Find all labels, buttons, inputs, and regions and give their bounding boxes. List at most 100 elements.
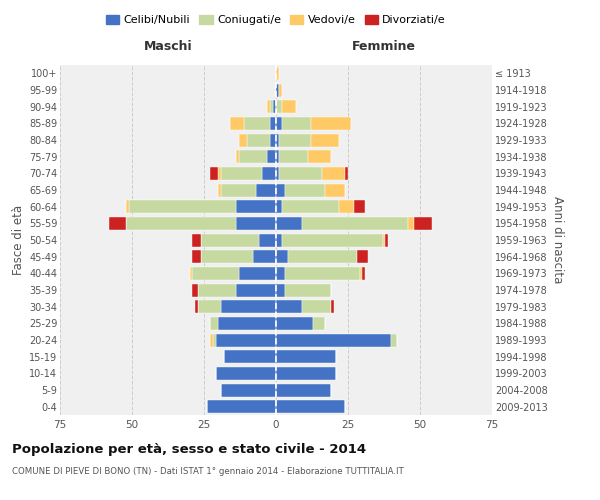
Bar [325,184,345,196]
Bar [356,250,368,263]
Bar [302,300,331,313]
Bar [279,150,308,163]
Bar [362,267,365,280]
Bar [345,167,348,180]
Bar [210,167,218,180]
Bar [270,100,273,113]
Bar [218,167,221,180]
Bar [282,100,296,113]
Bar [276,234,282,246]
Bar [276,300,302,313]
Bar [276,400,345,413]
Bar [126,200,129,213]
Bar [236,217,276,230]
Bar [201,250,253,263]
Bar [276,334,391,346]
Bar [359,267,362,280]
Bar [129,200,236,213]
Bar [210,334,212,346]
Bar [282,234,383,246]
Bar [313,317,325,330]
Bar [207,400,276,413]
Bar [273,100,276,113]
Bar [218,317,276,330]
Bar [414,217,431,230]
Bar [259,234,276,246]
Text: Femmine: Femmine [352,40,416,54]
Bar [276,267,284,280]
Bar [308,150,331,163]
Bar [196,300,198,313]
Bar [256,184,276,196]
Bar [279,134,311,146]
Bar [236,200,276,213]
Bar [276,217,302,230]
Bar [218,184,221,196]
Bar [276,100,282,113]
Text: COMUNE DI PIEVE DI BONO (TN) - Dati ISTAT 1° gennaio 2014 - Elaborazione TUTTITA: COMUNE DI PIEVE DI BONO (TN) - Dati ISTA… [12,468,404,476]
Bar [302,217,409,230]
Bar [198,284,236,296]
Bar [215,367,276,380]
Bar [109,217,126,230]
Legend: Celibi/Nubili, Coniugati/e, Vedovi/e, Divorziati/e: Celibi/Nubili, Coniugati/e, Vedovi/e, Di… [101,10,451,30]
Bar [331,300,334,313]
Bar [239,150,268,163]
Bar [268,100,270,113]
Bar [224,350,276,363]
Bar [193,267,239,280]
Bar [270,134,276,146]
Bar [276,150,279,163]
Bar [230,117,244,130]
Bar [236,284,276,296]
Bar [391,334,397,346]
Bar [201,234,259,246]
Bar [383,234,385,246]
Bar [193,250,201,263]
Bar [385,234,388,246]
Bar [276,167,279,180]
Bar [247,134,270,146]
Y-axis label: Fasce di età: Fasce di età [11,205,25,275]
Bar [276,117,282,130]
Bar [276,200,282,213]
Bar [276,250,287,263]
Bar [236,150,239,163]
Bar [276,84,279,96]
Bar [409,217,414,230]
Bar [279,167,322,180]
Bar [253,250,276,263]
Text: Maschi: Maschi [143,40,193,54]
Bar [276,350,337,363]
Bar [198,300,221,313]
Bar [311,134,340,146]
Bar [279,84,282,96]
Bar [215,334,276,346]
Bar [244,117,270,130]
Bar [276,184,284,196]
Bar [276,134,279,146]
Bar [276,367,337,380]
Bar [354,200,365,213]
Bar [284,284,331,296]
Bar [221,300,276,313]
Bar [126,217,236,230]
Bar [282,200,340,213]
Bar [221,167,262,180]
Bar [193,234,201,246]
Bar [270,117,276,130]
Bar [212,334,215,346]
Bar [322,167,345,180]
Bar [221,384,276,396]
Bar [276,67,279,80]
Bar [340,200,354,213]
Bar [262,167,276,180]
Bar [284,267,359,280]
Bar [282,117,311,130]
Bar [210,317,218,330]
Bar [276,384,331,396]
Y-axis label: Anni di nascita: Anni di nascita [551,196,564,284]
Bar [268,150,276,163]
Bar [276,284,284,296]
Text: Popolazione per età, sesso e stato civile - 2014: Popolazione per età, sesso e stato civil… [12,442,366,456]
